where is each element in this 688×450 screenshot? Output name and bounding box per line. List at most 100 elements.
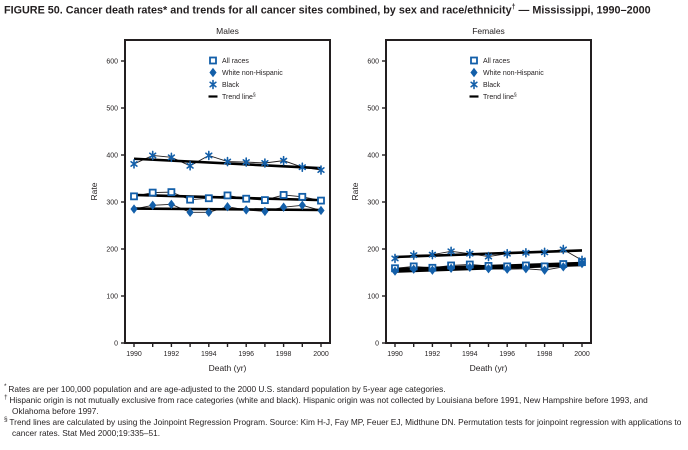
data-point-asterisk	[149, 150, 157, 161]
data-point-square	[148, 188, 157, 197]
y-tick-label: 500	[367, 106, 379, 113]
x-tick-label: 1994	[201, 351, 217, 358]
y-tick-label: 600	[106, 59, 118, 66]
figure-title: FIGURE 50. Cancer death rates* and trend…	[4, 4, 686, 17]
x-tick-label: 1990	[126, 351, 142, 358]
data-point-diamond	[391, 266, 399, 276]
footnotes: * Rates are per 100,000 population and a…	[4, 383, 685, 438]
data-point-diamond	[317, 205, 325, 216]
chart-title: Males	[216, 26, 239, 36]
data-point-square	[204, 194, 213, 203]
data-point-square	[167, 188, 176, 197]
figure-title-text: FIGURE 50. Cancer death rates* and trend…	[4, 4, 512, 17]
legend-label: Trend line§	[483, 93, 517, 102]
y-tick-label: 500	[106, 106, 118, 113]
legend-label: Black	[483, 82, 501, 89]
legend-marker-diamond	[470, 67, 478, 78]
y-tick-label: 300	[106, 200, 118, 207]
y-tick-label: 0	[375, 341, 379, 348]
footnote-marker: †	[4, 394, 10, 402]
legend-marker-asterisk	[470, 79, 478, 90]
data-point-asterisk	[484, 251, 493, 262]
x-tick-label: 1990	[387, 351, 403, 358]
data-point-square	[298, 192, 307, 201]
x-tick-label: 1998	[276, 351, 292, 358]
x-tick-label: 2000	[574, 351, 590, 358]
legend-marker-square	[470, 56, 478, 65]
data-point-square	[279, 191, 288, 199]
data-point-diamond	[280, 202, 288, 212]
y-tick-label: 0	[114, 341, 118, 348]
data-point-square	[242, 194, 251, 203]
data-point-asterisk	[466, 248, 474, 259]
data-point-diamond	[205, 207, 213, 218]
males-chart-svg: Males 0 100 200 300 400 500 600 1990 1992 1994 1996…	[89, 26, 331, 373]
data-point-square	[317, 196, 325, 205]
legend-label: Black	[222, 82, 240, 89]
data-point-diamond	[261, 206, 269, 217]
data-point-diamond	[447, 263, 455, 273]
figure-title-suffix: — Mississippi, 1990–2000	[515, 4, 651, 17]
y-tick-label: 400	[106, 153, 118, 160]
chart-title: Females	[472, 26, 505, 36]
data-point-asterisk	[167, 152, 176, 163]
legend-marker-square	[209, 56, 217, 65]
footnote-text: Rates are per 100,000 population and are…	[8, 383, 446, 394]
legend-label: All races	[483, 58, 510, 65]
data-point-asterisk	[242, 157, 250, 167]
legend-label: White non-Hispanic	[483, 70, 544, 77]
females-chart: Females 0 100 200 300 400 500 600 1990 1992 1994 19…	[346, 25, 611, 377]
data-point-diamond	[466, 262, 474, 273]
x-tick-label: 1994	[462, 351, 478, 358]
footnote-2: † Hispanic origin is not mutually exclus…	[4, 394, 685, 416]
legend-marker-asterisk	[209, 79, 217, 90]
legend-label: All races	[222, 58, 249, 65]
males-chart: Males 0 100 200 300 400 500 600 1990 1992 1994 1996…	[85, 25, 350, 377]
data-point-asterisk	[540, 247, 549, 258]
data-point-diamond	[186, 207, 194, 218]
data-point-diamond	[559, 262, 567, 272]
data-point-asterisk	[522, 247, 530, 258]
data-point-diamond	[428, 265, 436, 275]
x-axis-label: Death (yr)	[209, 363, 247, 373]
data-point-diamond	[167, 199, 175, 210]
data-point-diamond	[242, 205, 250, 215]
figure-title-dagger: †	[511, 4, 516, 11]
data-point-asterisk	[298, 162, 306, 173]
data-point-square	[186, 195, 194, 204]
data-point-asterisk	[186, 161, 194, 171]
data-point-diamond	[522, 264, 530, 274]
data-point-asterisk	[428, 249, 437, 260]
data-point-asterisk	[391, 253, 399, 264]
data-point-asterisk	[447, 246, 455, 257]
data-point-asterisk	[205, 150, 213, 161]
y-tick-label: 200	[367, 247, 379, 254]
data-point-diamond	[484, 264, 493, 274]
y-tick-label: 400	[367, 153, 379, 160]
data-point-asterisk	[317, 165, 325, 175]
data-point-asterisk	[578, 255, 586, 266]
x-axis-label: Death (yr)	[470, 363, 508, 373]
footnote-1: * Rates are per 100,000 population and a…	[4, 383, 685, 394]
data-point-asterisk	[279, 155, 288, 166]
data-point-diamond	[503, 264, 511, 274]
data-point-diamond	[130, 204, 138, 214]
data-point-asterisk	[503, 248, 511, 259]
y-tick-label: 100	[106, 294, 118, 301]
y-axis-label: Rate	[89, 182, 99, 200]
data-point-diamond	[149, 200, 157, 210]
footnote-3: § Trend lines are calculated by using th…	[4, 416, 685, 438]
legend-marker-diamond	[209, 67, 217, 78]
data-point-diamond	[541, 265, 549, 275]
x-tick-label: 1996	[499, 351, 515, 358]
data-point-asterisk	[130, 159, 138, 169]
data-point-asterisk	[261, 158, 269, 168]
data-point-square	[260, 196, 269, 205]
footnote-text: Trend lines are calculated by using the …	[9, 417, 682, 438]
data-point-diamond	[223, 202, 232, 212]
y-tick-label: 100	[367, 294, 379, 301]
y-tick-label: 600	[367, 59, 379, 66]
females-chart-svg: Females 0 100 200 300 400 500 600 1990 1992 1994 19…	[350, 26, 592, 373]
x-tick-label: 1996	[238, 351, 254, 358]
